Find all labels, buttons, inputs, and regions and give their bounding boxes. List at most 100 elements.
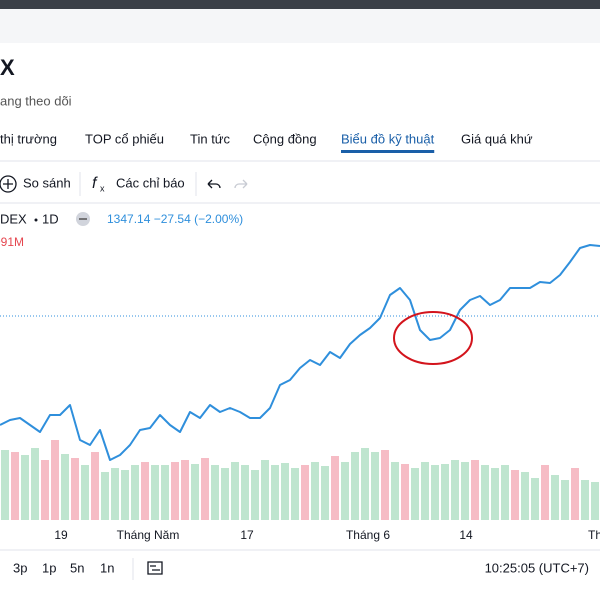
- volume-bar: [561, 480, 569, 520]
- range-button[interactable]: 1n: [100, 560, 114, 575]
- range-button[interactable]: 5n: [70, 560, 84, 575]
- volume-bar: [191, 464, 199, 520]
- range-button[interactable]: 3p: [13, 560, 27, 575]
- x-tick-label: Th: [588, 528, 600, 542]
- volume-bar: [31, 448, 39, 520]
- volume-bar: [261, 460, 269, 520]
- volume-bar: [211, 465, 219, 520]
- volume-bar: [151, 465, 159, 520]
- volume-bar: [161, 465, 169, 520]
- volume-bar: [201, 458, 209, 520]
- range-button[interactable]: 1p: [42, 560, 56, 575]
- toolbar-button[interactable]: So sánh: [23, 175, 71, 190]
- panel: [0, 43, 600, 600]
- volume-bar: [301, 465, 309, 520]
- top-nav: [0, 0, 600, 9]
- volume-bar: [441, 464, 449, 520]
- redo[interactable]: [234, 179, 248, 189]
- volume-bar: [281, 463, 289, 520]
- volume-bar: [351, 452, 359, 520]
- legend-quote: 1347.14 −27.54 (−2.00%): [107, 212, 243, 226]
- fx-icon: x: [100, 183, 105, 193]
- tab[interactable]: thị trường: [0, 131, 57, 146]
- volume-bar: [391, 462, 399, 520]
- x-tick-label: 14: [459, 528, 473, 542]
- volume-bar: [371, 452, 379, 520]
- volume-bar: [541, 465, 549, 520]
- legend-volume: 991M: [0, 235, 24, 249]
- plus: [3, 179, 13, 189]
- volume-bar: [251, 470, 259, 520]
- tab[interactable]: Tin tức: [190, 131, 231, 146]
- volume-bar: [41, 460, 49, 520]
- volume-bar: [331, 456, 339, 520]
- volume-bar: [411, 468, 419, 520]
- volume-bar: [471, 460, 479, 520]
- volume-bar: [231, 462, 239, 520]
- toolbar-button[interactable]: Các chỉ báo: [116, 175, 185, 190]
- volume-bar: [321, 466, 329, 520]
- volume-bar: [181, 460, 189, 520]
- volume-bar: [61, 454, 69, 520]
- volume-bar: [481, 465, 489, 520]
- volume-bar: [141, 462, 149, 520]
- volume-bar: [531, 478, 539, 520]
- tab-underline: [341, 150, 435, 153]
- tab[interactable]: Cộng đồng: [253, 131, 317, 146]
- volume-bar: [511, 470, 519, 520]
- x-tick-label: 19: [54, 528, 68, 542]
- volume-bar: [291, 468, 299, 520]
- volume-bar: [491, 468, 499, 520]
- price-line-series: [0, 244, 600, 461]
- page-bg: [0, 9, 600, 43]
- volume-bar: [381, 450, 389, 520]
- date-range-icon[interactable]: [147, 561, 163, 575]
- fx-icon: f: [92, 175, 98, 192]
- undo[interactable]: [207, 179, 221, 189]
- x-tick-label: Tháng 6: [346, 528, 390, 542]
- volume-bar: [51, 440, 59, 520]
- clock: 10:25:05 (UTC+7): [485, 560, 589, 575]
- subtitle: ang theo dõi: [0, 93, 72, 108]
- volume-bar: [101, 472, 109, 520]
- volume-bar: [521, 472, 529, 520]
- tab[interactable]: Biểu đồ kỹ thuật: [341, 131, 435, 146]
- volume-bar: [461, 462, 469, 520]
- x-tick-label: 17: [240, 528, 254, 542]
- volume-bar: [361, 448, 369, 520]
- volume-bar: [571, 468, 579, 520]
- volume-bar: [451, 460, 459, 520]
- compare-icon[interactable]: [0, 175, 17, 193]
- volume-bar: [21, 455, 29, 520]
- volume-bar: [81, 465, 89, 520]
- volume-bar: [121, 470, 129, 520]
- volume-bar: [91, 452, 99, 520]
- volume-bar: [501, 465, 509, 520]
- volume-bar: [431, 465, 439, 520]
- tab[interactable]: TOP cổ phiếu: [85, 131, 164, 146]
- volume-bar: [111, 468, 119, 520]
- volume-bar: [311, 462, 319, 520]
- volume-bar: [221, 468, 229, 520]
- volume-bar: [421, 462, 429, 520]
- volume-bar: [71, 458, 79, 520]
- volume-bar: [271, 465, 279, 520]
- volume-bar: [1, 450, 9, 520]
- dot: [34, 218, 38, 222]
- x-tick-label: Tháng Năm: [117, 528, 180, 542]
- volume-bar: [131, 465, 139, 520]
- volume-bar: [241, 465, 249, 520]
- volume-bar: [341, 462, 349, 520]
- legend-interval: 1D: [42, 211, 59, 226]
- volume-bar: [591, 482, 599, 520]
- tab[interactable]: Giá quá khứ: [461, 131, 533, 146]
- title: X: [0, 55, 15, 80]
- volume-bar: [581, 480, 589, 520]
- volume-bar: [551, 475, 559, 520]
- volume-bar: [11, 452, 19, 520]
- volume-bar: [171, 462, 179, 520]
- volume-bar: [401, 464, 409, 520]
- legend-symbol: DEX: [0, 211, 27, 226]
- annotation-circle: [393, 311, 473, 365]
